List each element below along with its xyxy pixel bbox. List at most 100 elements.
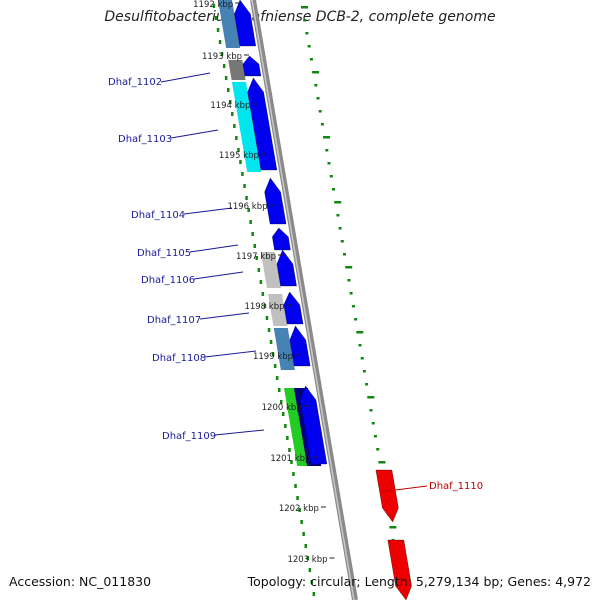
cds-feature-track (234, 0, 412, 600)
gc-dot (308, 568, 312, 572)
skew-dot (334, 201, 342, 204)
gc-dot (212, 4, 216, 8)
gc-dot (231, 112, 234, 116)
gc-dot (247, 208, 250, 212)
cog-box (267, 294, 288, 326)
gc-dot (278, 388, 281, 392)
cds-arrow (276, 249, 297, 287)
gc-dot (271, 352, 275, 356)
gc-dot (304, 544, 307, 548)
skew-dot (314, 84, 318, 87)
topology-text: Topology: circular; Length: 5,279,134 bp… (247, 574, 591, 589)
gc-dot (292, 472, 295, 476)
skew-dot (362, 370, 366, 373)
kbp-tick-label: 1202 kbp (279, 504, 319, 514)
gene-leader-line (204, 350, 257, 358)
kbp-tick-label: 1196 kbp (227, 202, 267, 212)
cds-arrow (289, 325, 311, 367)
gene-label[interactable]: Dhaf_1104 (131, 210, 185, 221)
gc-dot (239, 160, 242, 164)
gene-leader-line (160, 72, 211, 83)
gene-label[interactable]: Dhaf_1105 (137, 248, 191, 259)
gc-dot (253, 244, 256, 248)
gc-dot (216, 28, 220, 32)
gc-dot (263, 304, 267, 308)
gc-dot (257, 268, 261, 272)
gc-dot (300, 520, 303, 524)
gc-dot (284, 424, 287, 428)
gc-dot (218, 40, 222, 44)
kbp-ticks: 1192 kbp 1193 kbp 1194 kbp 1195 kbp 1196 kbp… (193, 0, 335, 565)
skew-dot (305, 32, 309, 35)
gene-leader-line (199, 312, 250, 320)
gene-leader-line (170, 129, 219, 139)
gc-dot (280, 400, 283, 404)
kbp-tick-label: 1200 kbp (262, 403, 302, 413)
skew-dot (358, 344, 362, 347)
genome-backbone (250, 0, 358, 600)
gc-dot (298, 508, 301, 512)
gc-dot (310, 580, 314, 584)
gc-dot (269, 340, 273, 344)
backbone-highlight (251, 0, 355, 600)
skew-dot (347, 279, 351, 282)
skew-dot (343, 253, 346, 256)
gene-leader-line (183, 207, 233, 215)
gc-dot (249, 220, 252, 224)
gene-leader-line (189, 244, 239, 253)
cds-arrow (375, 469, 399, 523)
skew-dot (371, 422, 375, 425)
cog-box (231, 82, 262, 172)
gene-leader-line (193, 271, 244, 280)
gene-label[interactable]: Dhaf_1102 (108, 77, 162, 88)
gc-dot (227, 88, 230, 92)
skew-dot (389, 526, 397, 529)
gc-dot (251, 232, 254, 236)
kbp-tick-label: 1195 kbp (219, 151, 259, 161)
gc-dot (294, 484, 297, 488)
gc-dot (255, 256, 258, 260)
cds-arrow (247, 77, 278, 171)
gene-label[interactable]: Dhaf_1109 (162, 431, 216, 442)
gene-leader-line (214, 429, 265, 436)
kbp-tick-label: 1199 kbp (253, 352, 293, 362)
skew-dot (320, 123, 324, 126)
skew-dot (329, 175, 333, 178)
cds-arrow (387, 539, 412, 600)
gc-dot (265, 316, 269, 320)
cds-arrow (272, 227, 291, 251)
gene-leader-line (379, 485, 428, 493)
skew-dot (345, 266, 353, 269)
gene-label[interactable]: Dhaf_1103 (118, 134, 172, 145)
skew-dot (303, 19, 307, 22)
gc-dot (282, 412, 285, 416)
skew-dot (332, 188, 335, 191)
skew-dot (340, 240, 344, 243)
cds-arrow (242, 55, 262, 77)
skew-dot (354, 318, 358, 321)
skew-dot (312, 71, 320, 74)
skew-dot (369, 409, 373, 412)
gene-label[interactable]: Dhaf_1107 (147, 315, 201, 326)
skew-dot (316, 97, 320, 100)
gc-dot (220, 52, 224, 56)
gc-dot (235, 136, 238, 140)
kbp-tick-label: 1193 kbp (202, 52, 242, 62)
gc-dot (229, 100, 232, 104)
accession-text: Accession: NC_011830 (9, 574, 152, 589)
backbone-line (250, 0, 358, 600)
skew-dot (360, 357, 364, 360)
gene-label[interactable]: Dhaf_1110 (429, 481, 483, 492)
gc-dot (261, 292, 265, 296)
skew-dot (356, 331, 364, 334)
gene-label[interactable]: Dhaf_1106 (141, 275, 195, 286)
gc-dot (286, 436, 289, 440)
cog-box (273, 328, 295, 370)
gc-dot (302, 532, 305, 536)
gc-dot (241, 172, 244, 176)
gc-dot (237, 148, 240, 152)
skew-dot (318, 110, 322, 113)
gene-labels: Dhaf_1102 Dhaf_1103 Dhaf_1104 Dhaf_1105 Dhaf… (108, 72, 483, 493)
gene-label[interactable]: Dhaf_1108 (152, 353, 206, 364)
